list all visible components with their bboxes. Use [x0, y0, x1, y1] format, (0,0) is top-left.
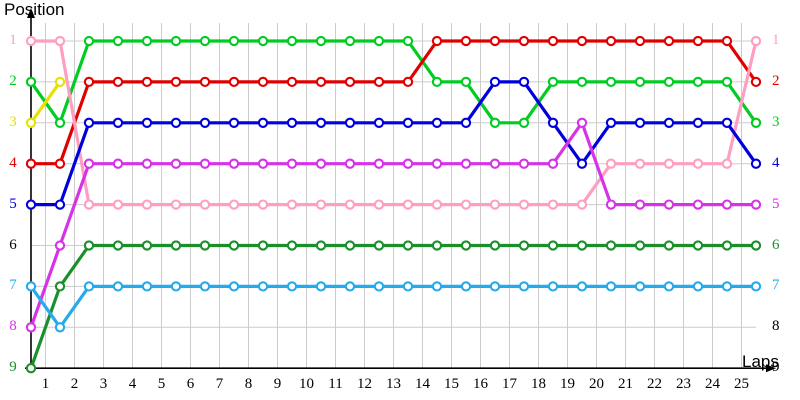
x-tick-label-2: 2 [70, 376, 79, 393]
x-tick-label-9: 9 [273, 376, 282, 393]
x-tick-label-13: 13 [386, 376, 401, 393]
x-tick-label-10: 10 [299, 376, 314, 393]
y-axis-title: Position [4, 0, 65, 19]
x-tick-label-3: 3 [99, 376, 108, 393]
x-tick-label-24: 24 [705, 376, 720, 393]
y-tick-label-left-2: 2 [9, 72, 17, 89]
x-tick-label-22: 22 [647, 376, 662, 393]
y-tick-label-right-3: 3 [772, 113, 780, 130]
y-tick-label-left-4: 4 [9, 154, 17, 171]
x-tick-label-4: 4 [128, 376, 137, 393]
x-axis-title: Laps [742, 352, 779, 371]
x-tick-label-17: 17 [502, 376, 517, 393]
series-lines [25, 35, 762, 374]
x-tick-label-6: 6 [186, 376, 195, 393]
x-tick-label-14: 14 [415, 376, 430, 393]
y-tick-label-left-8: 8 [9, 318, 17, 335]
x-tick-label-11: 11 [328, 376, 343, 393]
x-tick-label-16: 16 [473, 376, 488, 393]
x-tick-label-1: 1 [41, 376, 50, 393]
y-tick-label-right-9: 9 [772, 359, 780, 376]
x-tick-label-7: 7 [215, 376, 224, 393]
axis-lines [25, 8, 776, 373]
y-tick-label-left-9: 9 [9, 359, 17, 376]
y-tick-label-right-8: 8 [772, 318, 780, 335]
x-tick-label-8: 8 [244, 376, 253, 393]
grid-lines [31, 23, 756, 369]
y-tick-label-right-1: 1 [772, 32, 780, 48]
x-tick-label-18: 18 [531, 376, 546, 393]
y-tick-label-right-4: 4 [772, 154, 780, 171]
x-tick-label-19: 19 [560, 376, 575, 393]
y-tick-label-left-7: 7 [9, 277, 17, 294]
x-tick-label-12: 12 [357, 376, 372, 393]
x-tick-label-15: 15 [444, 376, 459, 393]
y-tick-label-right-6: 6 [772, 236, 780, 253]
y-tick-label-right-5: 5 [772, 195, 780, 212]
x-tick-label-23: 23 [676, 376, 691, 393]
y-tick-label-left-6: 6 [9, 236, 17, 253]
y-tick-label-left-5: 5 [9, 195, 17, 212]
y-tick-label-right-2: 2 [772, 72, 780, 89]
x-tick-label-25: 25 [734, 376, 749, 393]
x-tick-label-20: 20 [589, 376, 604, 393]
x-tick-label-21: 21 [618, 376, 633, 393]
y-tick-label-right-7: 7 [772, 277, 780, 294]
y-tick-label-left-3: 3 [9, 113, 17, 130]
x-tick-label-5: 5 [157, 376, 166, 393]
y-tick-label-left-1: 1 [9, 32, 17, 48]
